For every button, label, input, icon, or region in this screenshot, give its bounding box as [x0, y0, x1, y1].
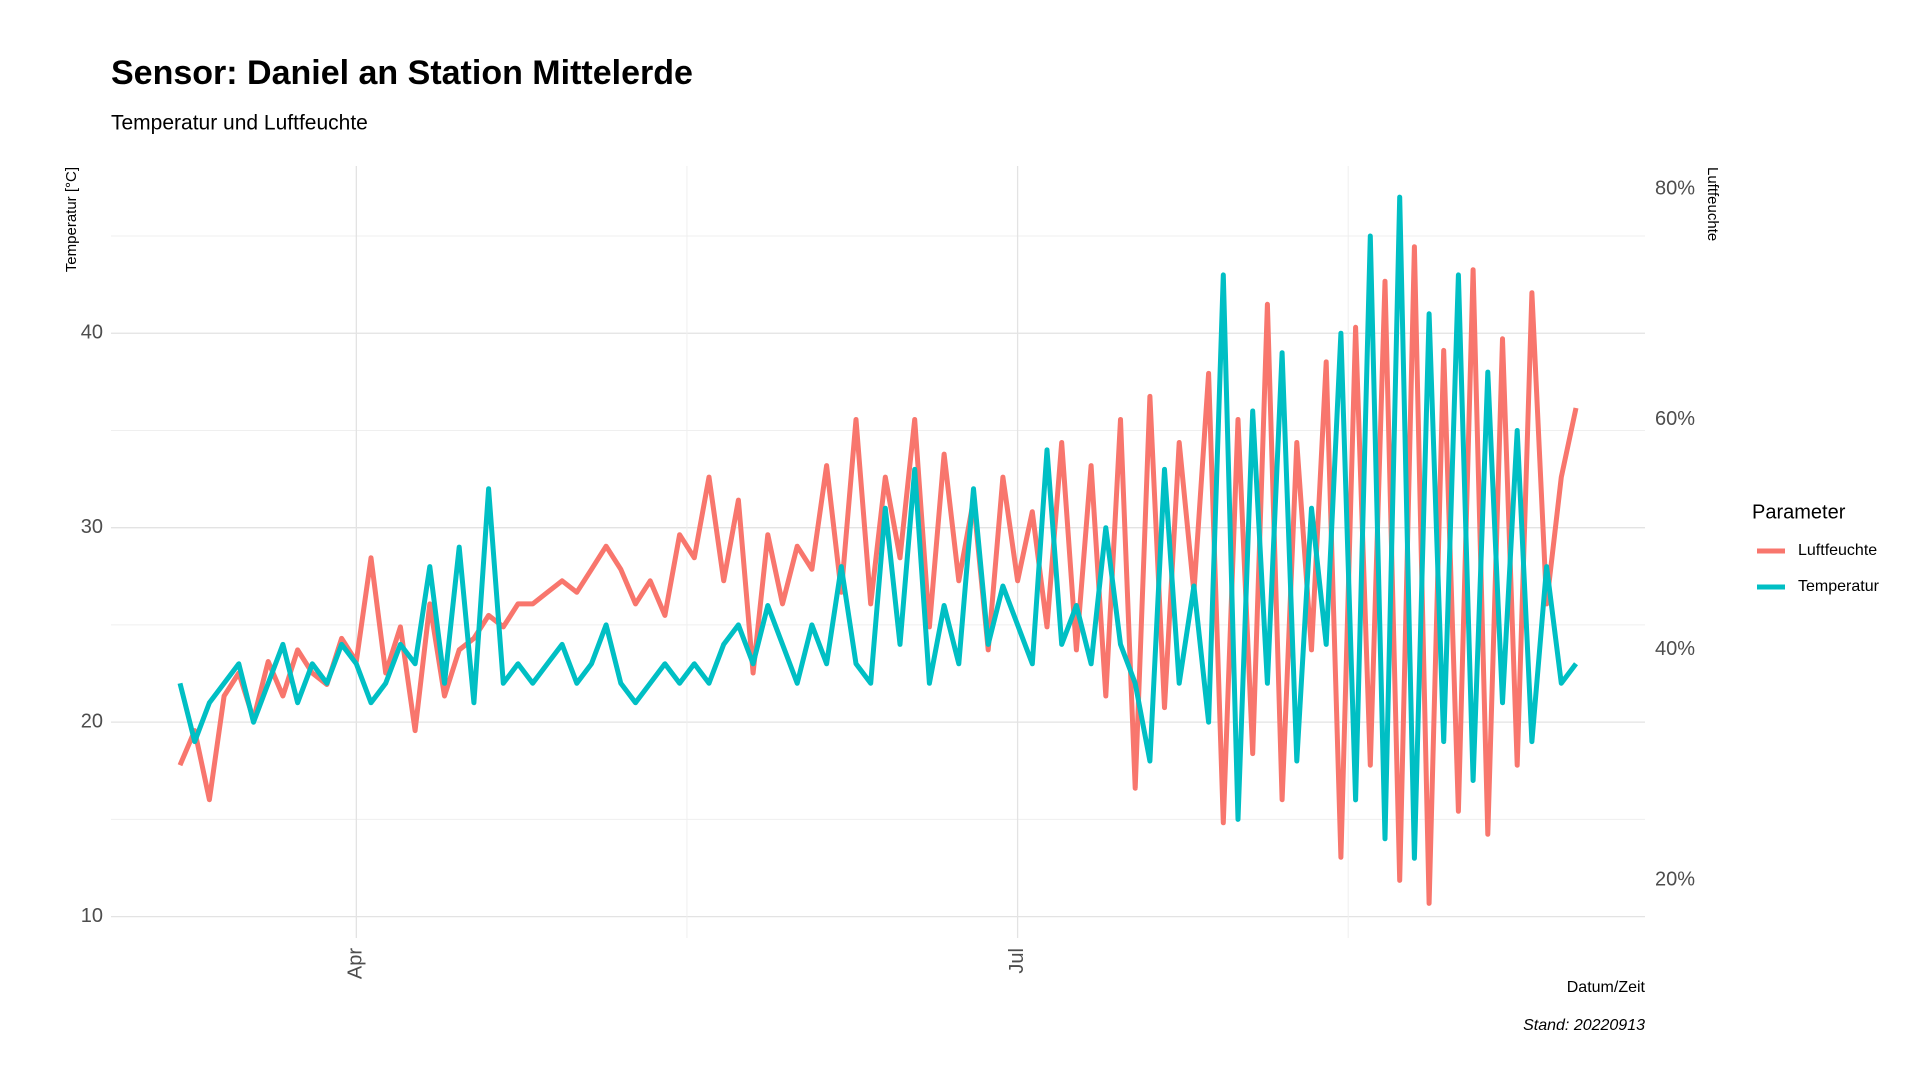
- y-tick-label: 40: [81, 322, 103, 344]
- chart-subtitle: Temperatur und Luftfeuchte: [111, 112, 368, 135]
- y2-tick-label: 60%: [1655, 408, 1695, 430]
- y2-tick-label: 40%: [1655, 638, 1695, 660]
- y-tick-label: 20: [81, 710, 103, 732]
- x-tick-label: Apr: [345, 948, 367, 979]
- x-axis-title: Datum/Zeit: [1567, 979, 1646, 996]
- data-line: [177, 194, 1578, 861]
- legend-title: Parameter: [1752, 501, 1846, 523]
- x-tick-label: Jul: [1006, 948, 1028, 974]
- legend-label: Temperatur: [1798, 578, 1880, 595]
- caption: Stand: 20220913: [1523, 1017, 1645, 1034]
- data-line: [177, 244, 1579, 906]
- y2-tick-label: 80%: [1655, 177, 1695, 199]
- y-tick-label: 10: [81, 905, 103, 927]
- y-axis-title: Temperatur [°C]: [63, 167, 80, 272]
- y2-tick-label: 20%: [1655, 869, 1695, 891]
- y-tick-label: 30: [81, 516, 103, 538]
- legend-label: Luftfeuchte: [1798, 542, 1877, 559]
- y2-axis-title: Luftfeuchte: [1704, 167, 1721, 241]
- chart-title: Sensor: Daniel an Station Mittelerde: [111, 54, 693, 92]
